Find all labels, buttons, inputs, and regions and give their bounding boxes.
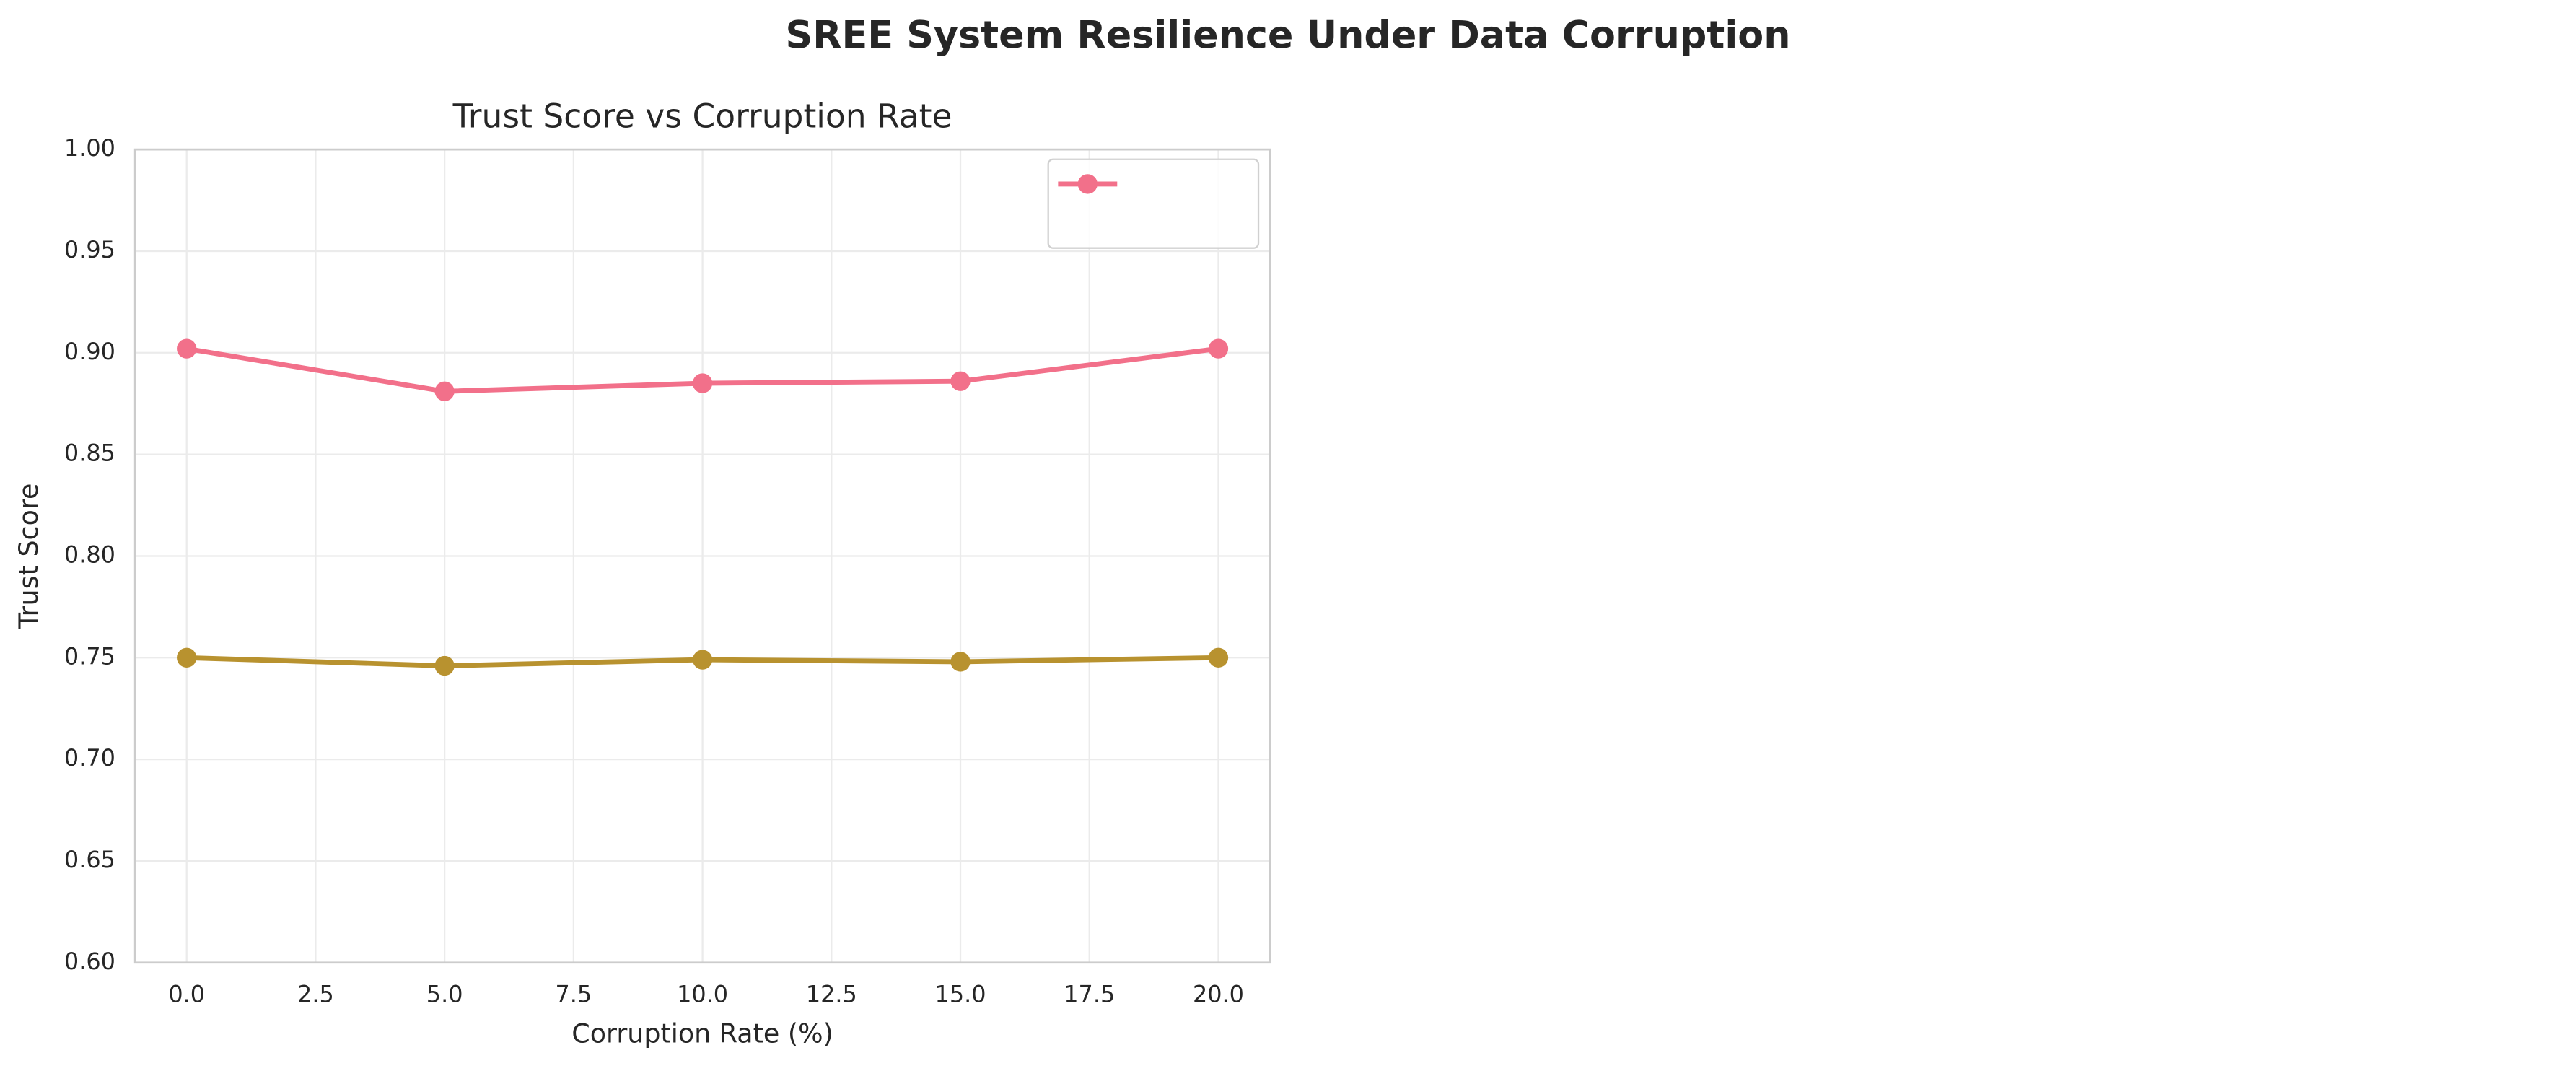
x-tick-label: 15.0 bbox=[935, 980, 986, 1007]
legend bbox=[1047, 158, 1260, 249]
marker bbox=[692, 373, 713, 393]
y-tick-label: 0.70 bbox=[64, 744, 115, 771]
y-tick-label: 0.85 bbox=[64, 440, 115, 467]
y-axis-label: Trust Score bbox=[13, 484, 44, 630]
y-tick-label: 0.75 bbox=[64, 642, 115, 670]
marker bbox=[434, 381, 455, 401]
y-tick-label: 0.80 bbox=[64, 541, 115, 568]
y-tick-label: 1.00 bbox=[64, 134, 115, 162]
figure-title: SREE System Resilience Under Data Corrup… bbox=[786, 13, 1791, 57]
marker bbox=[692, 650, 713, 670]
x-tick-label: 5.0 bbox=[426, 980, 463, 1007]
marker bbox=[434, 655, 455, 676]
y-tick-label: 0.90 bbox=[64, 338, 115, 365]
plot-frame bbox=[133, 148, 1271, 964]
marker bbox=[950, 371, 971, 391]
y-tick-label: 0.60 bbox=[64, 948, 115, 975]
marker bbox=[177, 338, 197, 359]
x-tick-label: 10.0 bbox=[677, 980, 728, 1007]
x-tick-label: 12.5 bbox=[806, 980, 857, 1007]
subplot-title: Trust Score vs Corruption Rate bbox=[452, 97, 952, 135]
marker bbox=[1208, 647, 1229, 668]
plot-area bbox=[177, 338, 1229, 676]
marker bbox=[950, 652, 971, 672]
x-tick-label: 17.5 bbox=[1064, 980, 1115, 1007]
legend-box bbox=[1047, 158, 1260, 249]
x-tick-label: 0.0 bbox=[168, 980, 205, 1007]
x-tick-label: 20.0 bbox=[1193, 980, 1244, 1007]
y-tick-label: 0.95 bbox=[64, 236, 115, 263]
x-axis-label: Corruption Rate (%) bbox=[571, 1018, 833, 1049]
legend-marker bbox=[1077, 174, 1098, 194]
marker bbox=[1208, 338, 1229, 359]
marker bbox=[177, 647, 197, 668]
x-tick-label: 7.5 bbox=[556, 980, 592, 1007]
x-tick-label: 2.5 bbox=[297, 980, 334, 1007]
y-tick-label: 0.65 bbox=[64, 846, 115, 873]
